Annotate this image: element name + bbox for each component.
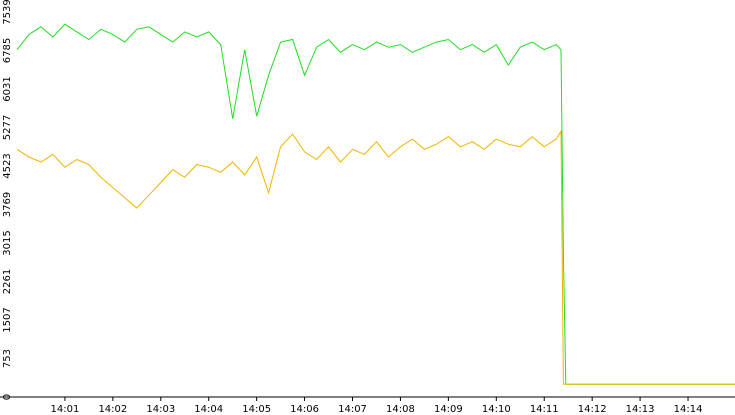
x-tick-label: 14:11 [530, 404, 559, 415]
x-tick-label: 14:05 [242, 404, 271, 415]
x-tick-label: 14:13 [626, 404, 655, 415]
x-tick-label: 14:03 [146, 404, 175, 415]
x-tick-label: 14:08 [386, 404, 415, 415]
y-tick-label: 7539 [2, 0, 13, 25]
y-tick-label: 4523 [2, 153, 13, 178]
x-tick-label: 14:12 [578, 404, 607, 415]
x-tick-label: 14:02 [98, 404, 127, 415]
y-tick-label: 2261 [2, 269, 13, 294]
x-tick-label: 14:06 [290, 404, 319, 415]
x-tick-label: 14:07 [338, 404, 367, 415]
x-tick-label: 14:10 [482, 404, 511, 415]
y-tick-label: 0 [2, 394, 13, 400]
y-tick-label: 1507 [2, 307, 13, 332]
y-tick-label: 6031 [2, 76, 13, 101]
y-tick-label: 3015 [2, 230, 13, 255]
y-tick-label: 753 [2, 349, 13, 368]
y-tick-label: 6785 [2, 38, 13, 63]
y-tick-label: 3769 [2, 192, 13, 217]
x-tick-label: 14:01 [51, 404, 80, 415]
series-line [16, 129, 735, 385]
y-tick-label: 5277 [2, 115, 13, 140]
x-tick-label: 14:09 [434, 404, 463, 415]
x-tick-label: 14:04 [194, 404, 223, 415]
series-line [16, 23, 735, 385]
x-tick-label: 14:14 [674, 404, 703, 415]
